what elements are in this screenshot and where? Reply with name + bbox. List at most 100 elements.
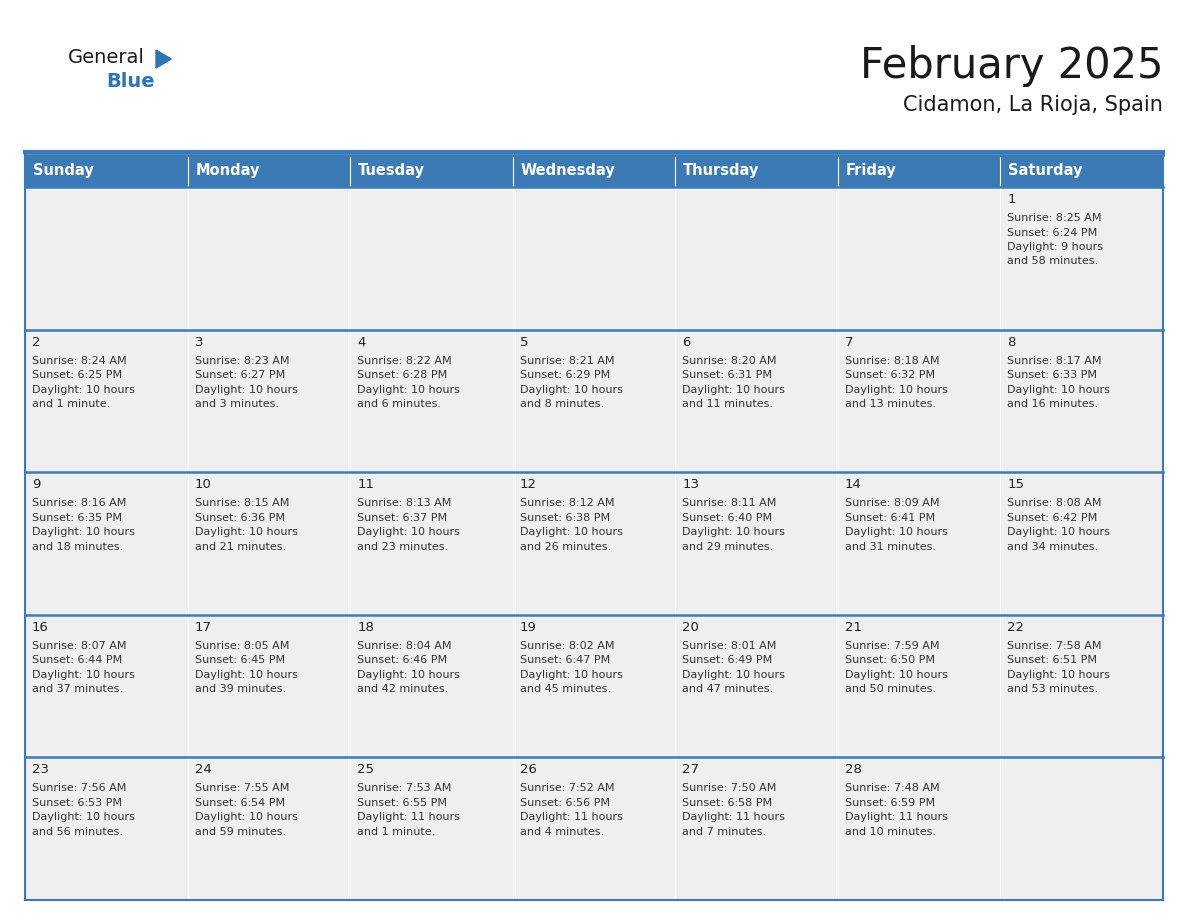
Bar <box>25 155 188 187</box>
Bar <box>838 472 1000 615</box>
Text: 7: 7 <box>845 336 853 349</box>
Bar <box>675 615 838 757</box>
Text: and 10 minutes.: and 10 minutes. <box>845 827 936 837</box>
Bar <box>838 330 1000 472</box>
Text: Tuesday: Tuesday <box>358 163 425 178</box>
Text: Wednesday: Wednesday <box>520 163 615 178</box>
Text: Sunrise: 8:17 AM: Sunrise: 8:17 AM <box>1007 355 1102 365</box>
Text: Daylight: 10 hours: Daylight: 10 hours <box>32 812 135 823</box>
Text: 24: 24 <box>195 764 211 777</box>
Text: and 8 minutes.: and 8 minutes. <box>519 399 604 409</box>
Bar <box>350 330 513 472</box>
Text: Sunrise: 8:13 AM: Sunrise: 8:13 AM <box>358 498 451 509</box>
Bar <box>188 187 350 330</box>
Text: 19: 19 <box>519 621 537 633</box>
Bar <box>513 757 675 900</box>
Text: and 53 minutes.: and 53 minutes. <box>1007 684 1099 694</box>
Text: Sunrise: 7:50 AM: Sunrise: 7:50 AM <box>682 783 777 793</box>
Text: Sunset: 6:47 PM: Sunset: 6:47 PM <box>519 655 609 666</box>
Text: Saturday: Saturday <box>1009 163 1083 178</box>
Text: Blue: Blue <box>106 72 154 91</box>
Bar <box>25 472 188 615</box>
Text: and 18 minutes.: and 18 minutes. <box>32 542 124 552</box>
Text: Sunset: 6:35 PM: Sunset: 6:35 PM <box>32 512 122 522</box>
Text: Daylight: 10 hours: Daylight: 10 hours <box>519 527 623 537</box>
Text: Sunrise: 8:02 AM: Sunrise: 8:02 AM <box>519 641 614 651</box>
Text: Sunset: 6:27 PM: Sunset: 6:27 PM <box>195 370 285 380</box>
Bar <box>188 330 350 472</box>
Text: and 11 minutes.: and 11 minutes. <box>682 399 773 409</box>
Text: Sunrise: 8:24 AM: Sunrise: 8:24 AM <box>32 355 127 365</box>
Text: Daylight: 10 hours: Daylight: 10 hours <box>195 385 297 395</box>
Text: Sunset: 6:32 PM: Sunset: 6:32 PM <box>845 370 935 380</box>
Text: Daylight: 10 hours: Daylight: 10 hours <box>358 670 460 680</box>
Text: Daylight: 10 hours: Daylight: 10 hours <box>358 385 460 395</box>
Text: Sunday: Sunday <box>33 163 94 178</box>
Text: Sunset: 6:49 PM: Sunset: 6:49 PM <box>682 655 772 666</box>
Text: Sunrise: 8:21 AM: Sunrise: 8:21 AM <box>519 355 614 365</box>
Text: Daylight: 10 hours: Daylight: 10 hours <box>32 527 135 537</box>
Bar <box>838 155 1000 187</box>
Bar <box>350 472 513 615</box>
Text: and 6 minutes.: and 6 minutes. <box>358 399 441 409</box>
Text: Sunset: 6:31 PM: Sunset: 6:31 PM <box>682 370 772 380</box>
Text: Daylight: 10 hours: Daylight: 10 hours <box>358 527 460 537</box>
Bar <box>188 615 350 757</box>
Text: Sunrise: 8:08 AM: Sunrise: 8:08 AM <box>1007 498 1102 509</box>
Text: and 47 minutes.: and 47 minutes. <box>682 684 773 694</box>
Text: and 34 minutes.: and 34 minutes. <box>1007 542 1099 552</box>
Bar <box>513 472 675 615</box>
Text: Daylight: 10 hours: Daylight: 10 hours <box>32 670 135 680</box>
Text: Daylight: 11 hours: Daylight: 11 hours <box>358 812 460 823</box>
Text: Sunrise: 8:15 AM: Sunrise: 8:15 AM <box>195 498 289 509</box>
Bar <box>350 757 513 900</box>
Text: 20: 20 <box>682 621 700 633</box>
Text: Daylight: 10 hours: Daylight: 10 hours <box>1007 385 1111 395</box>
Text: Cidamon, La Rioja, Spain: Cidamon, La Rioja, Spain <box>903 95 1163 115</box>
Bar <box>188 472 350 615</box>
Bar <box>513 330 675 472</box>
Bar <box>25 615 188 757</box>
Text: Sunset: 6:46 PM: Sunset: 6:46 PM <box>358 655 447 666</box>
Text: and 42 minutes.: and 42 minutes. <box>358 684 448 694</box>
Text: 21: 21 <box>845 621 861 633</box>
Bar <box>675 472 838 615</box>
Bar <box>1000 472 1163 615</box>
Text: Sunrise: 7:56 AM: Sunrise: 7:56 AM <box>32 783 126 793</box>
Text: Sunrise: 8:11 AM: Sunrise: 8:11 AM <box>682 498 777 509</box>
Text: and 59 minutes.: and 59 minutes. <box>195 827 285 837</box>
Text: Sunrise: 8:22 AM: Sunrise: 8:22 AM <box>358 355 451 365</box>
Bar <box>838 757 1000 900</box>
Text: 23: 23 <box>32 764 49 777</box>
Text: 18: 18 <box>358 621 374 633</box>
Text: 8: 8 <box>1007 336 1016 349</box>
Text: 3: 3 <box>195 336 203 349</box>
Text: and 56 minutes.: and 56 minutes. <box>32 827 124 837</box>
Text: Daylight: 10 hours: Daylight: 10 hours <box>682 385 785 395</box>
Text: Sunrise: 7:55 AM: Sunrise: 7:55 AM <box>195 783 289 793</box>
Text: 12: 12 <box>519 478 537 491</box>
Text: and 50 minutes.: and 50 minutes. <box>845 684 936 694</box>
Text: and 4 minutes.: and 4 minutes. <box>519 827 604 837</box>
Bar <box>350 615 513 757</box>
Text: and 26 minutes.: and 26 minutes. <box>519 542 611 552</box>
Polygon shape <box>156 50 171 68</box>
Text: Sunset: 6:36 PM: Sunset: 6:36 PM <box>195 512 285 522</box>
Bar <box>1000 187 1163 330</box>
Bar <box>838 187 1000 330</box>
Text: and 58 minutes.: and 58 minutes. <box>1007 256 1099 266</box>
Bar <box>1000 330 1163 472</box>
Text: Sunrise: 7:48 AM: Sunrise: 7:48 AM <box>845 783 940 793</box>
Text: Daylight: 10 hours: Daylight: 10 hours <box>195 670 297 680</box>
Text: 14: 14 <box>845 478 861 491</box>
Bar <box>513 187 675 330</box>
Bar <box>675 330 838 472</box>
Bar <box>188 757 350 900</box>
Text: 16: 16 <box>32 621 49 633</box>
Bar <box>513 155 675 187</box>
Text: Daylight: 11 hours: Daylight: 11 hours <box>682 812 785 823</box>
Text: 11: 11 <box>358 478 374 491</box>
Text: Daylight: 10 hours: Daylight: 10 hours <box>1007 527 1111 537</box>
Text: and 1 minute.: and 1 minute. <box>32 399 110 409</box>
Bar <box>675 757 838 900</box>
